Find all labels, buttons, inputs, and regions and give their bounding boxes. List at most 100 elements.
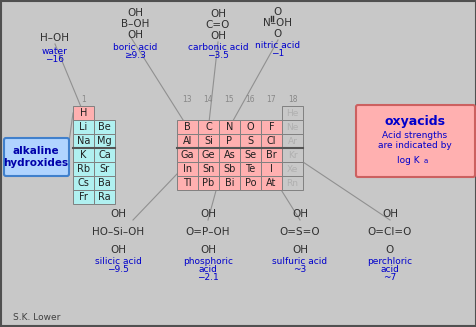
Text: Ba: Ba	[98, 178, 110, 188]
Text: N–OH: N–OH	[263, 18, 292, 28]
Text: B–OH: B–OH	[120, 19, 149, 29]
Text: C: C	[205, 122, 211, 132]
Text: acid: acid	[380, 266, 398, 274]
Text: He: He	[286, 109, 298, 117]
Text: O: O	[246, 122, 254, 132]
Text: nitric acid: nitric acid	[255, 41, 300, 49]
Text: −2.1: −2.1	[197, 273, 218, 283]
Text: O: O	[385, 245, 393, 255]
Text: perchloric: perchloric	[367, 257, 412, 267]
Text: boric acid: boric acid	[113, 43, 157, 51]
Bar	[239, 134, 260, 148]
Text: Pb: Pb	[202, 178, 214, 188]
Text: O: O	[273, 7, 281, 17]
Text: are indicated by: are indicated by	[377, 142, 451, 150]
Text: 14: 14	[203, 95, 213, 105]
Bar	[239, 162, 260, 176]
Text: K: K	[80, 150, 87, 160]
Text: P: P	[226, 136, 232, 146]
Text: log K: log K	[396, 156, 419, 165]
Text: F: F	[268, 122, 274, 132]
Bar	[177, 120, 198, 134]
Text: Acid strengths: Acid strengths	[382, 131, 446, 141]
Text: Te: Te	[245, 164, 255, 174]
Text: acid: acid	[198, 266, 217, 274]
Text: OH: OH	[110, 245, 126, 255]
Text: HO–Si–OH: HO–Si–OH	[92, 227, 144, 237]
Bar	[73, 148, 94, 162]
Bar	[218, 148, 239, 162]
Text: 18: 18	[287, 95, 297, 105]
Text: OH: OH	[199, 245, 216, 255]
Bar	[281, 106, 302, 120]
Text: Ga: Ga	[180, 150, 194, 160]
Text: Br: Br	[266, 150, 276, 160]
Text: OH: OH	[291, 245, 307, 255]
Text: In: In	[183, 164, 192, 174]
Bar	[281, 120, 302, 134]
Bar	[281, 134, 302, 148]
Bar	[198, 162, 218, 176]
Text: Bi: Bi	[224, 178, 234, 188]
Bar	[94, 148, 115, 162]
Bar	[218, 176, 239, 190]
Text: Sn: Sn	[202, 164, 214, 174]
Bar	[260, 134, 281, 148]
Bar	[281, 162, 302, 176]
Text: H–OH: H–OH	[40, 33, 69, 43]
Bar	[94, 176, 115, 190]
Text: 13: 13	[182, 95, 192, 105]
Bar	[73, 120, 94, 134]
Bar	[198, 120, 218, 134]
Text: Na: Na	[77, 136, 90, 146]
Text: Ge: Ge	[201, 150, 215, 160]
Text: Mg: Mg	[97, 136, 111, 146]
Text: 1: 1	[81, 95, 86, 105]
Text: a: a	[423, 158, 427, 164]
Text: O=Cl=O: O=Cl=O	[367, 227, 411, 237]
FancyBboxPatch shape	[4, 138, 69, 176]
Text: N: N	[225, 122, 233, 132]
Text: phosphoric: phosphoric	[183, 257, 232, 267]
Text: 16: 16	[245, 95, 255, 105]
Bar	[239, 176, 260, 190]
Bar	[177, 134, 198, 148]
Text: OH: OH	[381, 209, 397, 219]
Text: OH: OH	[127, 8, 143, 18]
Text: O=S=O: O=S=O	[279, 227, 320, 237]
Text: O: O	[273, 29, 281, 39]
Text: OH: OH	[127, 30, 143, 40]
Text: Ne: Ne	[286, 123, 298, 131]
Text: water: water	[42, 46, 68, 56]
Bar	[218, 162, 239, 176]
Text: ~7: ~7	[383, 273, 396, 283]
Text: Ra: Ra	[98, 192, 110, 202]
Text: OH: OH	[110, 209, 126, 219]
Text: Ar: Ar	[287, 136, 297, 146]
Text: −16: −16	[45, 55, 64, 63]
Text: At: At	[266, 178, 276, 188]
Text: −3.5: −3.5	[207, 50, 228, 60]
Bar	[73, 106, 94, 120]
Text: B: B	[184, 122, 190, 132]
Text: S.K. Lower: S.K. Lower	[13, 314, 60, 322]
Bar	[73, 162, 94, 176]
Text: alkaline
hydroxides: alkaline hydroxides	[3, 146, 69, 168]
Bar	[218, 120, 239, 134]
Bar	[281, 176, 302, 190]
Text: −9.5: −9.5	[107, 266, 129, 274]
Text: Xe: Xe	[286, 164, 298, 174]
Text: Se: Se	[244, 150, 256, 160]
Text: Ca: Ca	[98, 150, 110, 160]
Bar	[260, 176, 281, 190]
Bar	[239, 148, 260, 162]
Bar	[73, 134, 94, 148]
Text: OH: OH	[199, 209, 216, 219]
Bar	[260, 162, 281, 176]
Bar	[198, 176, 218, 190]
Text: Al: Al	[182, 136, 192, 146]
Text: C=O: C=O	[205, 20, 230, 30]
Text: Po: Po	[244, 178, 256, 188]
Bar	[73, 176, 94, 190]
Text: Sr: Sr	[99, 164, 109, 174]
